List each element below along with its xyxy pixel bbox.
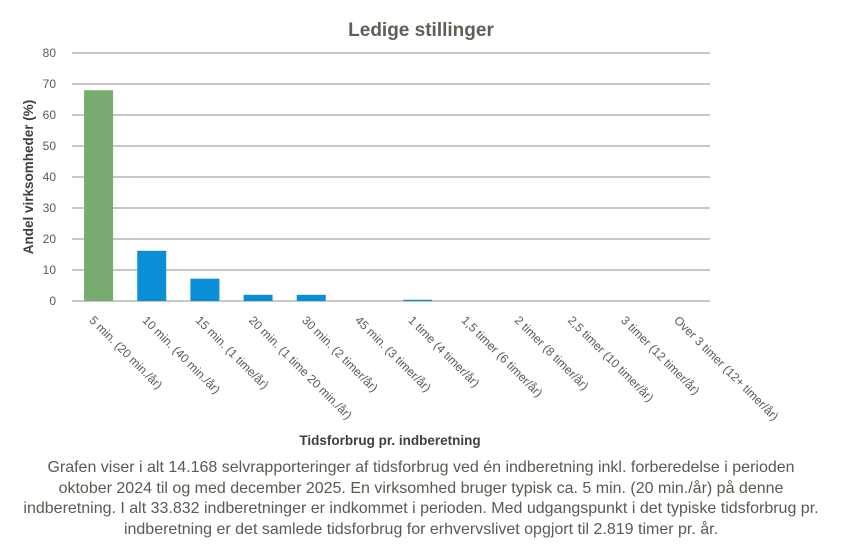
- bar: [190, 278, 220, 301]
- bar: [403, 299, 433, 301]
- y-tick-label: 0: [49, 294, 56, 308]
- y-axis-label: Andel virksomheder (%): [21, 100, 36, 255]
- x-tick-label: 20 min. (1 time 20 min./år): [246, 313, 355, 422]
- y-tick-label: 20: [43, 232, 57, 246]
- y-tick-label: 30: [43, 201, 57, 215]
- x-axis-label: Tidsforbrug pr. indberetning: [299, 433, 480, 448]
- chart-caption: Grafen viser i alt 14.168 selvrapporteri…: [23, 459, 819, 538]
- y-tick-label: 60: [43, 108, 57, 122]
- y-tick-label: 40: [43, 170, 57, 184]
- y-tick-label: 80: [43, 46, 57, 60]
- bar: [84, 90, 114, 301]
- bar: [243, 294, 273, 301]
- y-tick-label: 70: [43, 77, 57, 91]
- bar: [296, 294, 326, 301]
- x-tick-label: Over 3 timer (12+ timer/år): [671, 313, 781, 423]
- y-tick-label: 50: [43, 139, 57, 153]
- bar: [137, 250, 167, 301]
- y-tick-label: 10: [43, 263, 57, 277]
- chart-title: Ledige stillinger: [348, 20, 494, 41]
